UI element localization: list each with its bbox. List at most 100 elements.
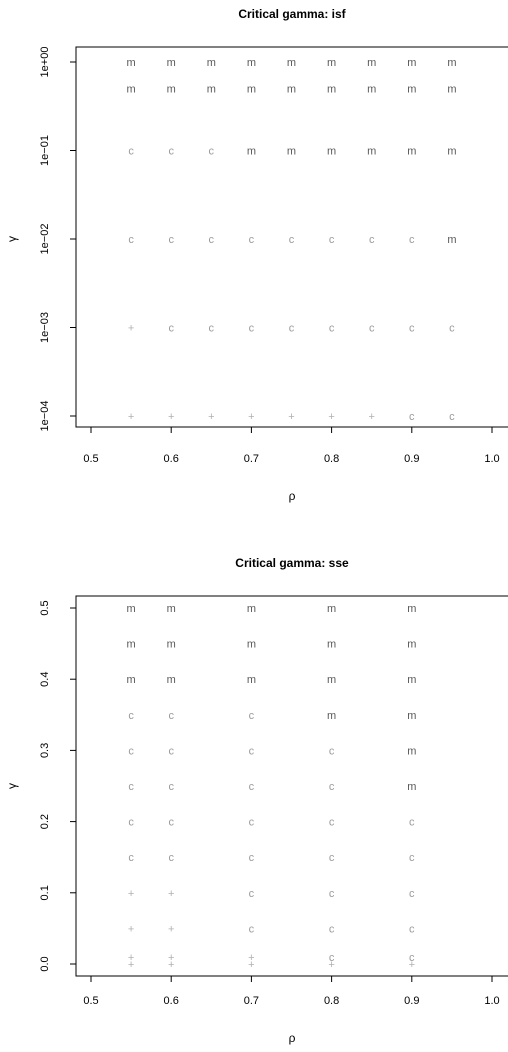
chart-1-point-m: m xyxy=(127,84,136,96)
chart-2-point-c: c xyxy=(409,817,415,829)
chart-1-x-tick-label: 0.9 xyxy=(404,453,419,465)
chart-1-point-m: m xyxy=(287,57,296,69)
chart-1-point-m: m xyxy=(327,57,336,69)
chart-1-point-m: m xyxy=(327,84,336,96)
chart-1-point-c: c xyxy=(128,234,134,246)
chart-1-point-m: m xyxy=(207,57,216,69)
chart-2-x-tick-label: 0.7 xyxy=(244,995,259,1007)
chart-2-point-m: m xyxy=(327,639,336,651)
chart-1-x-axis-label: ρ xyxy=(289,489,296,503)
chart-1-point-plus: + xyxy=(368,411,374,423)
chart-2-x-tick-label: 1.0 xyxy=(484,995,499,1007)
chart-1-point-plus: + xyxy=(208,411,214,423)
chart-1-point-m: m xyxy=(207,84,216,96)
chart-2-point-c: c xyxy=(409,923,415,935)
chart-2-point-m: m xyxy=(247,674,256,686)
chart-1-point-c: c xyxy=(409,323,415,335)
chart-1-x-tick-label: 1.0 xyxy=(484,453,499,465)
chart-1-point-m: m xyxy=(167,84,176,96)
chart-2-point-c: c xyxy=(329,745,335,757)
chart-2-y-tick-label: 0.1 xyxy=(39,885,51,900)
chart-2-point-m: m xyxy=(167,639,176,651)
chart-2-point-c: c xyxy=(249,852,255,864)
chart-2-point-c: c xyxy=(168,817,174,829)
chart-2-point-m: m xyxy=(327,674,336,686)
chart-2-point-plus: + xyxy=(128,923,134,935)
chart-2-point-c: c xyxy=(168,781,174,793)
chart-1-point-c: c xyxy=(329,323,335,335)
chart-2-point-m: m xyxy=(327,710,336,722)
chart-2-point-m: m xyxy=(167,674,176,686)
chart-1-point-m: m xyxy=(247,146,256,158)
chart-2-point-c: c xyxy=(409,952,415,964)
chart-1-point-c: c xyxy=(168,146,174,158)
chart-2-x-tick-label: 0.5 xyxy=(83,995,98,1007)
chart-2-point-c: c xyxy=(329,852,335,864)
chart-1-point-m: m xyxy=(167,57,176,69)
chart-1-x-tick-label: 0.5 xyxy=(83,453,98,465)
chart-1-point-m: m xyxy=(447,146,456,158)
chart-2-point-plus: + xyxy=(168,888,174,900)
chart-2-x-tick-label: 0.8 xyxy=(324,995,339,1007)
chart-2-point-plus: + xyxy=(128,952,134,964)
chart-1-point-plus: + xyxy=(248,411,254,423)
chart-1-y-axis-label: γ xyxy=(5,236,19,242)
chart-2-point-m: m xyxy=(247,603,256,615)
chart-2-point-c: c xyxy=(249,781,255,793)
chart-2-point-plus: + xyxy=(128,888,134,900)
chart-2-point-m: m xyxy=(247,639,256,651)
chart-2-point-c: c xyxy=(128,852,134,864)
chart-2-point-plus: + xyxy=(128,959,134,971)
chart-2-point-c: c xyxy=(128,710,134,722)
chart-2-y-tick-label: 0.4 xyxy=(39,672,51,687)
chart-2-point-c: c xyxy=(249,817,255,829)
chart-1-y-tick-label: 1e+00 xyxy=(39,47,51,78)
chart-1-point-c: c xyxy=(409,411,415,423)
chart-1-point-c: c xyxy=(249,323,255,335)
chart-1-point-c: c xyxy=(209,146,215,158)
chart-1-point-m: m xyxy=(447,234,456,246)
chart-2-point-m: m xyxy=(407,781,416,793)
chart-1-point-m: m xyxy=(327,146,336,158)
chart-2-point-plus: + xyxy=(328,959,334,971)
chart-1-point-c: c xyxy=(289,234,295,246)
chart-2-point-m: m xyxy=(407,745,416,757)
chart-2-point-c: c xyxy=(329,888,335,900)
chart-2-x-axis-label: ρ xyxy=(289,1031,296,1045)
chart-1-title: Critical gamma: isf xyxy=(238,7,346,21)
chart-2-y-tick-label: 0.2 xyxy=(39,814,51,829)
chart-2-point-plus: + xyxy=(168,923,174,935)
chart-2-point-plus: + xyxy=(248,952,254,964)
chart-2-point-m: m xyxy=(327,603,336,615)
chart-1-x-tick-label: 0.7 xyxy=(244,453,259,465)
chart-1-point-m: m xyxy=(127,57,136,69)
chart-1-point-c: c xyxy=(128,146,134,158)
chart-2-point-m: m xyxy=(407,639,416,651)
chart-2-point-c: c xyxy=(168,852,174,864)
chart-2-point-m: m xyxy=(127,603,136,615)
chart-2-point-plus: + xyxy=(168,952,174,964)
chart-2-plot-frame xyxy=(75,595,508,977)
chart-2-y-tick-label: 0.3 xyxy=(39,743,51,758)
chart-2-point-plus: + xyxy=(168,959,174,971)
chart-1-point-m: m xyxy=(447,84,456,96)
chart-2-point-c: c xyxy=(409,852,415,864)
chart-1-point-c: c xyxy=(209,234,215,246)
chart-2-point-c: c xyxy=(409,888,415,900)
chart-1-point-c: c xyxy=(249,234,255,246)
chart-1-point-c: c xyxy=(449,323,455,335)
chart-1-point-m: m xyxy=(407,57,416,69)
chart-1-point-m: m xyxy=(287,84,296,96)
chart-1-point-c: c xyxy=(168,234,174,246)
chart-2-point-m: m xyxy=(407,710,416,722)
chart-2-point-c: c xyxy=(128,781,134,793)
chart-2-y-tick-label: 0.0 xyxy=(39,956,51,971)
chart-1-point-m: m xyxy=(407,84,416,96)
chart-1-y-tick-label: 1e−03 xyxy=(39,312,51,343)
chart-1-plot-frame xyxy=(75,46,508,428)
chart-2-point-plus: + xyxy=(409,959,415,971)
chart-1-point-m: m xyxy=(447,57,456,69)
chart-2-point-c: c xyxy=(329,781,335,793)
chart-1-point-m: m xyxy=(367,146,376,158)
chart-1-point-plus: + xyxy=(288,411,294,423)
